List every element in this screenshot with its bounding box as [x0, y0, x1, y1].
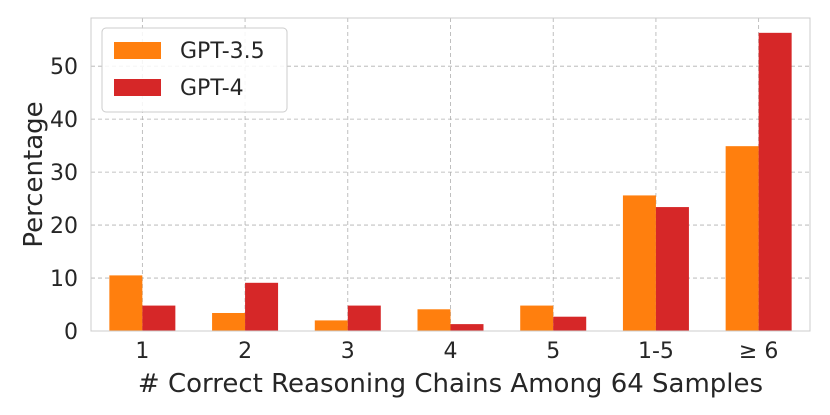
x-axis-label: # Correct Reasoning Chains Among 64 Samp… [138, 369, 763, 399]
x-tick-labels: 1 2 3 4 5 1-5 ≥ 6 [135, 339, 778, 364]
bar-gpt-4-1 [142, 305, 176, 331]
bar-gpt-3-5-7 [725, 146, 759, 331]
bar-gpt-3-5-4 [417, 309, 451, 331]
bar-gpt-3-5-3 [314, 320, 348, 331]
bar-gpt-4-7 [758, 32, 792, 331]
legend-label: GPT-4 [180, 76, 244, 101]
bar-gpt-3-5-5 [520, 305, 554, 331]
bar-gpt-3-5-1 [109, 275, 143, 331]
legend: GPT-3.5 GPT-4 [101, 27, 288, 113]
legend-label: GPT-3.5 [180, 39, 265, 64]
bar-gpt-4-3 [347, 305, 381, 331]
x-tick-label: 2 [238, 339, 252, 364]
x-tick-label: 5 [546, 339, 560, 364]
legend-swatch [114, 79, 161, 96]
y-axis-label: Percentage [19, 101, 49, 247]
bar-gpt-4-6 [655, 207, 689, 331]
bar-gpt-4-2 [245, 282, 279, 331]
bar-gpt-3-5-2 [212, 312, 246, 331]
x-tick-label: 1-5 [638, 339, 674, 364]
y-tick-label: 10 [50, 267, 78, 292]
bar-gpt-4-4 [450, 324, 484, 331]
x-tick-label: 4 [444, 339, 458, 364]
x-tick-label: ≥ 6 [739, 339, 778, 364]
y-tick-label: 0 [64, 320, 78, 345]
bar-gpt-3-5-6 [622, 195, 656, 331]
y-tick-labels: 0 10 20 30 40 50 [50, 55, 78, 345]
x-tick-label: 1 [135, 339, 149, 364]
legend-swatch [114, 42, 161, 59]
y-tick-label: 30 [50, 161, 78, 186]
y-tick-label: 50 [50, 55, 78, 80]
bar-gpt-4-5 [553, 316, 587, 331]
y-tick-label: 40 [50, 108, 78, 133]
bars [109, 32, 792, 331]
y-tick-label: 20 [50, 214, 78, 239]
x-tick-label: 3 [341, 339, 355, 364]
plot-frame [90, 17, 811, 332]
